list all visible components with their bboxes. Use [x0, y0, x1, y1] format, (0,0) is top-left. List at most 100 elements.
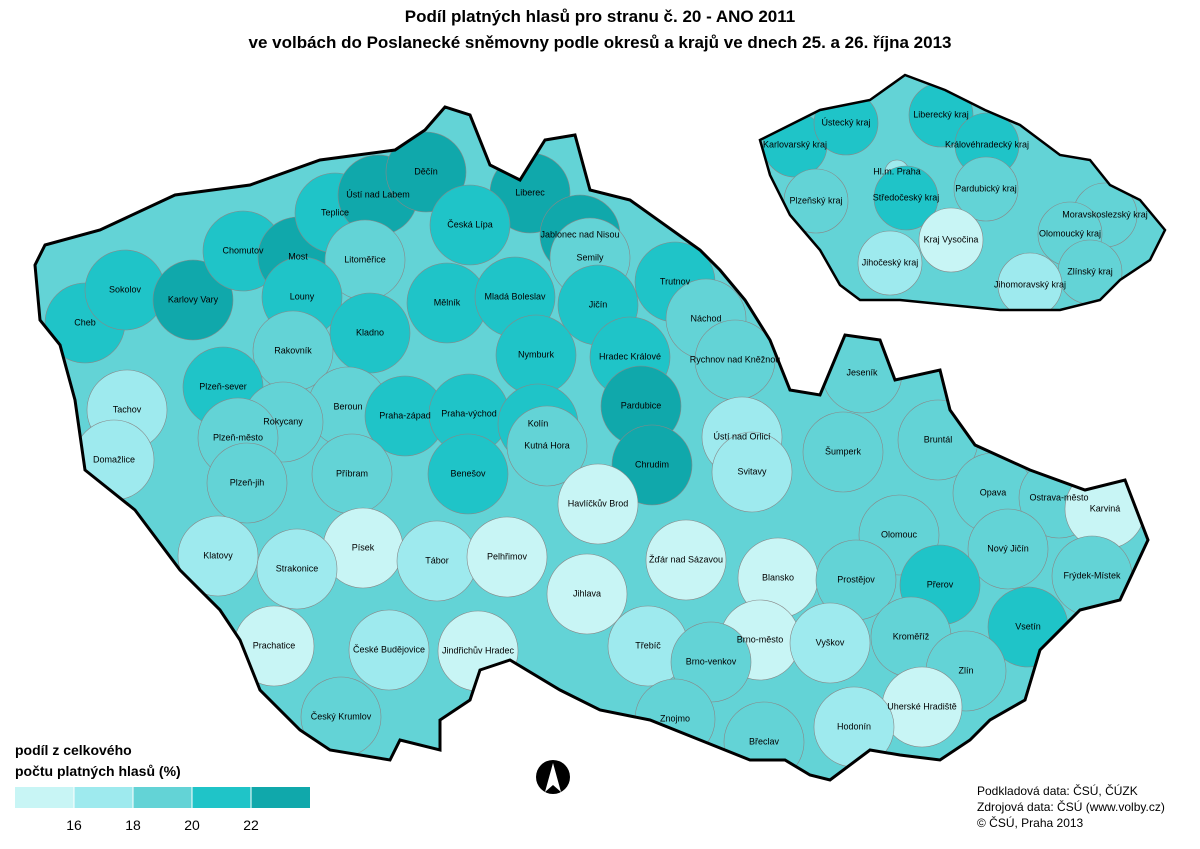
- district-label: Tachov: [113, 404, 142, 414]
- legend-swatch: [251, 787, 310, 808]
- region-area: [873, 165, 939, 231]
- district-label: Pelhřimov: [487, 551, 528, 561]
- region-label: Kraj Vysočina: [924, 234, 979, 244]
- district-label: Benešov: [450, 468, 486, 478]
- region-area: [857, 230, 923, 296]
- region-label: Zlínský kraj: [1067, 266, 1113, 276]
- legend-swatch: [15, 787, 74, 808]
- region-area: [918, 207, 984, 273]
- district-label: Blansko: [762, 572, 794, 582]
- region-label: Plzeňský kraj: [789, 195, 842, 205]
- district-label: Šumperk: [825, 446, 862, 456]
- source: Podkladová data: ČSÚ, ČÚZK: [977, 783, 1138, 798]
- district-label: Písek: [352, 542, 375, 552]
- district-area: [967, 508, 1049, 590]
- region-label: Pardubický kraj: [955, 183, 1017, 193]
- district-label: Mělník: [434, 297, 461, 307]
- district-label: Vyškov: [816, 637, 845, 647]
- legend-tick-label: 18: [125, 817, 141, 833]
- district-area: [557, 463, 639, 545]
- district-label: Havlíčkův Brod: [568, 498, 629, 508]
- district-label: Strakonice: [276, 563, 319, 573]
- legend-swatch: [192, 787, 251, 808]
- district-label: Plzeň-jih: [230, 477, 265, 487]
- district-label: Opava: [980, 487, 1007, 497]
- district-label: Jindřichův Hradec: [442, 645, 515, 655]
- district-label: Karlovy Vary: [168, 294, 219, 304]
- legend: 16 18 20 22: [15, 787, 310, 833]
- district-label: Louny: [290, 291, 315, 301]
- district-label: Rokycany: [263, 416, 303, 426]
- inset-border: [758, 73, 1167, 312]
- district-label: Ústí nad Labem: [346, 189, 410, 199]
- district-area: [789, 602, 871, 684]
- region-label: Hl.m. Praha: [873, 166, 921, 176]
- district-label: Český Krumlov: [311, 711, 372, 721]
- district-label: Nymburk: [518, 349, 555, 359]
- district-label: Most: [288, 251, 308, 261]
- district-area: [802, 411, 884, 493]
- district-label: Beroun: [333, 401, 362, 411]
- district-area: [506, 405, 588, 487]
- district-label: Rychnov nad Kněžnou: [690, 354, 781, 364]
- district-area: [546, 553, 628, 635]
- legend-swatch: [133, 787, 192, 808]
- district-label: Přerov: [927, 579, 954, 589]
- region-area: [997, 252, 1063, 310]
- district-label: Žďár nad Sázavou: [649, 554, 723, 564]
- district-label: Pardubice: [621, 400, 662, 410]
- legend-swatch: [74, 787, 133, 808]
- district-label: Třebíč: [635, 640, 661, 650]
- district-label: Litoměřice: [344, 254, 386, 264]
- district-label: Bruntál: [924, 434, 953, 444]
- district-label: Svitavy: [737, 466, 767, 476]
- district-label: České Budějovice: [353, 644, 425, 654]
- legend-tick-label: 20: [184, 817, 200, 833]
- district-label: Praha-východ: [441, 408, 497, 418]
- district-label: Jičín: [589, 299, 608, 309]
- region-label: Liberecký kraj: [913, 109, 969, 119]
- district-label: Jablonec nad Nisou: [540, 229, 619, 239]
- district-label: Mladá Boleslav: [484, 291, 546, 301]
- region-label: Královéhradecký kraj: [945, 139, 1029, 149]
- labels: Cheb Sokolov Karlovy Vary Chomutov Most Tepli…: [74, 109, 1148, 746]
- district-label: Semily: [576, 252, 604, 262]
- district-label: Kolín: [528, 418, 549, 428]
- legend-title: podíl z celkového: [15, 742, 132, 758]
- district-label: Brno-venkov: [686, 656, 737, 666]
- district-area: [348, 609, 430, 691]
- district-label: Domažlice: [93, 454, 135, 464]
- district-label: Česká Lípa: [447, 219, 493, 229]
- source: © ČSÚ, Praha 2013: [977, 815, 1084, 830]
- district-label: Rakovník: [274, 345, 312, 355]
- legend-tick-label: 16: [66, 817, 82, 833]
- district-label: Klatovy: [203, 550, 233, 560]
- district-label: Tábor: [425, 555, 449, 565]
- district-area: [427, 433, 509, 515]
- district-label: Kladno: [356, 327, 384, 337]
- district-label: Ostrava-město: [1029, 492, 1088, 502]
- district-area: [177, 515, 259, 597]
- district-label: Jihlava: [573, 588, 601, 598]
- country-border: [33, 105, 1150, 782]
- title: Podíl platných hlasů pro stranu č. 20 - …: [405, 7, 795, 26]
- district-label: Liberec: [515, 187, 545, 197]
- source: Zdrojová data: ČSÚ (www.volby.cz): [977, 799, 1165, 814]
- district-label: Plzeň-sever: [199, 381, 247, 391]
- district-label: Frýdek-Místek: [1063, 570, 1121, 580]
- district-label: Trutnov: [660, 276, 691, 286]
- district-label: Chrudim: [635, 459, 669, 469]
- district-label: Chomutov: [222, 245, 264, 255]
- district-label: Nový Jičín: [987, 543, 1029, 553]
- district-label: Praha-západ: [379, 410, 431, 420]
- district-label: Karviná: [1090, 503, 1121, 513]
- region-area: [953, 156, 1019, 222]
- district-label: Olomouc: [881, 529, 918, 539]
- district-area: [152, 259, 234, 341]
- district-area: [256, 528, 338, 610]
- legend-title: počtu platných hlasů (%): [15, 763, 181, 779]
- district-label: Sokolov: [109, 284, 142, 294]
- district-label: Kroměříž: [893, 631, 930, 641]
- district-label: Břeclav: [749, 736, 780, 746]
